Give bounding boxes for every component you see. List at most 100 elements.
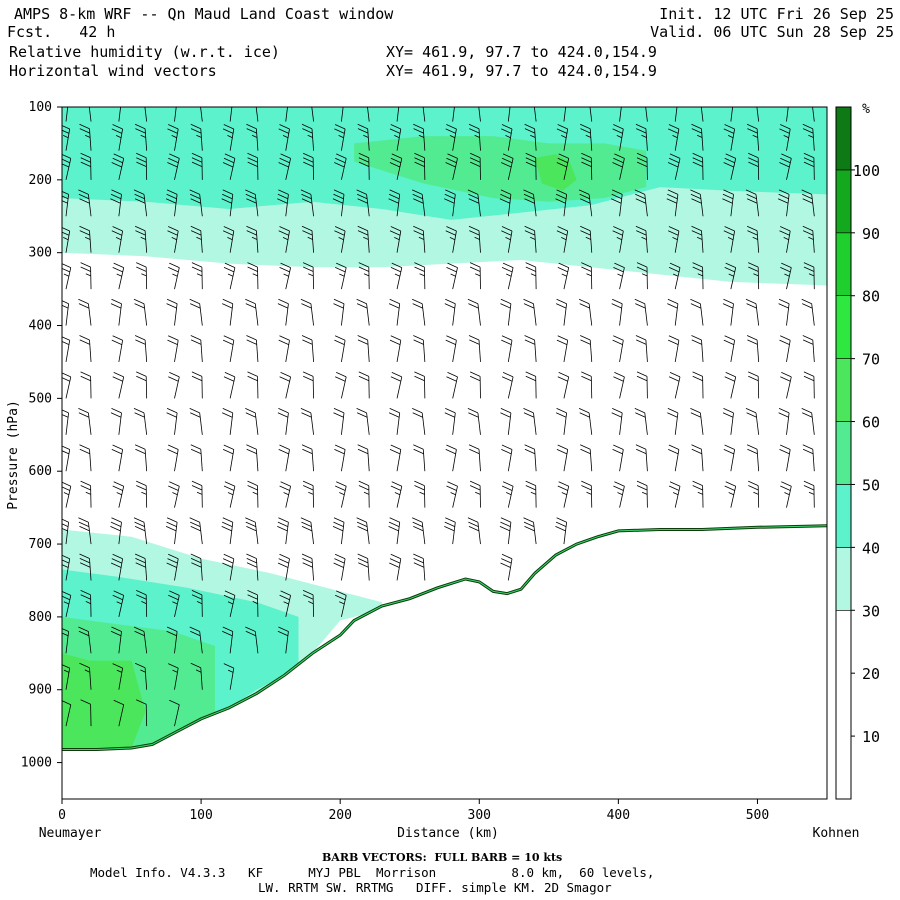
barb-flag <box>166 626 178 632</box>
barb-flag <box>668 335 680 341</box>
barb-flag <box>278 162 289 168</box>
barb-flag <box>301 193 312 200</box>
barb-flag <box>62 267 70 273</box>
barb-flag <box>524 100 534 105</box>
barb-staff <box>174 194 178 217</box>
barb-staff <box>341 558 346 581</box>
barb-staff <box>229 449 235 472</box>
barb-staff <box>507 107 511 122</box>
valid-time: Valid. 06 UTC Sun 28 Sep 25 <box>650 23 894 41</box>
barb-flag <box>394 273 401 277</box>
wind-barb <box>246 225 259 253</box>
barb-staff <box>421 303 426 326</box>
barb-flag <box>171 135 177 139</box>
barb-flag <box>79 100 89 105</box>
barb-flag <box>172 601 178 605</box>
barb-staff <box>366 412 370 435</box>
barb-staff <box>756 449 760 472</box>
barb-staff <box>65 412 69 435</box>
barb-staff <box>65 704 72 727</box>
wind-barb <box>357 444 370 472</box>
barb-flag <box>723 189 734 195</box>
barb-staff <box>786 412 790 435</box>
barb-staff <box>396 522 401 545</box>
barb-staff <box>311 449 314 472</box>
barb-staff <box>507 267 514 290</box>
wind-barb <box>388 298 401 326</box>
barb-staff <box>229 194 234 217</box>
barb-flag <box>612 100 622 105</box>
barb-flag <box>358 562 369 568</box>
colorbar-frame <box>835 106 852 800</box>
barb-staff <box>396 267 403 290</box>
barb-staff <box>588 194 593 217</box>
colorbar-tick-label: 30 <box>862 602 880 620</box>
wind-barb <box>168 663 179 690</box>
barb-flag <box>746 444 758 450</box>
wind-barb <box>357 335 370 362</box>
barb-flag <box>80 590 91 596</box>
barb-flag <box>79 123 90 130</box>
barb-staff <box>144 339 148 362</box>
barb-flag <box>474 236 480 240</box>
barb-staff <box>730 107 734 122</box>
barb-flag <box>555 303 567 309</box>
barb-flag <box>614 481 625 487</box>
barb-flag <box>223 124 234 130</box>
barb-note: BARB VECTORS: FULL BARB = 10 kts <box>322 851 563 864</box>
barb-flag <box>690 189 701 195</box>
wind-barb <box>245 298 259 326</box>
wind-barb <box>301 335 314 362</box>
barb-staff <box>143 522 148 545</box>
wind-barb <box>501 124 513 151</box>
barb-flag <box>581 161 592 167</box>
wind-barb <box>222 335 235 363</box>
barb-staff <box>200 558 203 581</box>
wind-barb <box>136 371 148 399</box>
barb-staff <box>65 558 71 581</box>
barb-flag <box>469 371 481 377</box>
wind-barb <box>332 517 345 545</box>
barb-flag <box>167 100 177 105</box>
barb-flag <box>725 372 736 378</box>
barb-flag <box>501 226 513 232</box>
x-tick-label: 400 <box>607 808 630 823</box>
barb-flag <box>301 123 313 130</box>
y-tick-label: 400 <box>29 319 52 334</box>
barb-flag <box>59 95 69 100</box>
barb-staff <box>730 267 737 290</box>
barb-staff <box>563 158 570 180</box>
barb-staff <box>674 107 678 122</box>
barb-flag <box>636 371 648 377</box>
barb-flag <box>62 163 70 168</box>
barb-flag <box>78 193 90 200</box>
barb-staff <box>118 449 123 472</box>
barb-staff <box>507 558 513 581</box>
barb-flag <box>166 298 178 305</box>
wind-barb <box>555 298 567 326</box>
barb-flag <box>334 162 345 168</box>
barb-flag <box>335 157 346 164</box>
barb-flag <box>134 198 146 204</box>
barb-flag <box>62 336 70 341</box>
barb-staff <box>645 230 648 253</box>
barb-flag <box>134 444 146 450</box>
barb-flag <box>390 485 402 491</box>
barb-staff <box>174 522 178 545</box>
barb-staff <box>89 339 92 362</box>
barb-staff <box>589 339 593 362</box>
barb-flag <box>332 526 344 532</box>
barb-flag <box>357 526 368 532</box>
barb-flag <box>586 491 592 495</box>
wind-barb <box>730 107 734 122</box>
barb-flag <box>339 273 345 277</box>
barb-flag <box>581 262 592 268</box>
barb-flag <box>802 444 813 450</box>
barb-flag <box>245 630 256 637</box>
barb-flag <box>112 267 123 273</box>
barb-staff <box>367 558 370 581</box>
barb-flag <box>79 198 90 204</box>
barb-staff <box>88 194 92 217</box>
barb-flag <box>221 526 232 532</box>
wind-barb <box>674 107 678 122</box>
